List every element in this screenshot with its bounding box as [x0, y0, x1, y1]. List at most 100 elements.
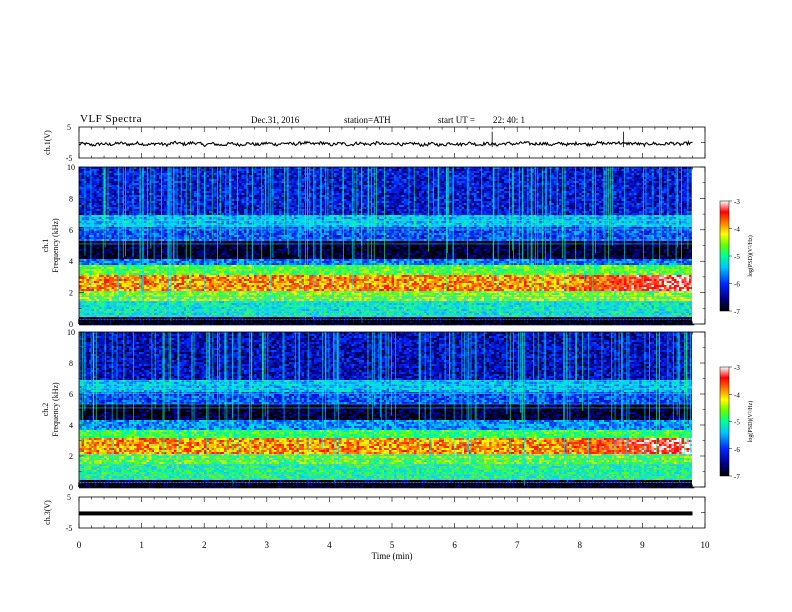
ch1-spec-cell [226, 175, 230, 178]
ch1-spec-cell [151, 175, 155, 178]
ch1-spec-cell [84, 301, 87, 304]
ch1-spec-cell [134, 253, 137, 256]
ch1-spec-cell [111, 261, 115, 264]
ch1-spec-cell [106, 263, 110, 266]
ch1-spec-cell [201, 227, 205, 230]
ch1-spec-cell [156, 253, 160, 256]
ch1-spec-cell [99, 311, 102, 314]
ch1-spec-cell [211, 255, 215, 258]
ch1-spec-cell [206, 283, 210, 286]
ch1-spec-cell [116, 259, 120, 262]
ch1-spec-cell [201, 287, 205, 290]
ch1-spec-spectrogram [78, 167, 705, 326]
ch1-spec-cell [179, 241, 182, 244]
ch1-spec-cell [124, 273, 127, 276]
ch1-spec-cell [89, 209, 92, 212]
ch1-spec-cell [191, 241, 195, 244]
ch1-spec-cell [96, 275, 100, 278]
ch1-spec-cell [111, 211, 115, 214]
ch1-spec-cell [119, 267, 122, 270]
ch1-spec-cell [181, 233, 185, 236]
ch1-spec-cell [156, 295, 160, 298]
ch1-spec-cell [171, 201, 175, 204]
ch1-spec-cell [179, 301, 182, 304]
ch1-spec-cell [186, 259, 190, 262]
ch1-spec-cell [141, 183, 145, 186]
ch1-spec-cell [194, 183, 197, 186]
ch1-spec-cell [176, 171, 180, 174]
ch1-spec-cell [179, 299, 182, 302]
ch1-spec-cell [79, 267, 82, 270]
ch1-spec-cell [194, 231, 197, 234]
ch1-spec-cell [176, 315, 180, 318]
ch1-spec-cell [199, 251, 202, 254]
ch1-spec-cell [171, 167, 175, 170]
ch1-spec-cell [176, 181, 180, 184]
ch1-spec-cell [209, 253, 212, 256]
ch1-spec-cell [151, 241, 155, 244]
ch1-spec-cell [119, 173, 122, 176]
ch1-spec-cell [134, 229, 137, 232]
ch1-spec-cell [224, 299, 227, 302]
ch1-spec-cell [211, 183, 215, 186]
ch1-spec-cell [144, 277, 147, 280]
ch1-spec-cell [159, 315, 162, 318]
ch1-spec-cell [204, 287, 207, 290]
ch1-spec-cell [86, 307, 90, 310]
ch1-spec-cell [221, 177, 225, 180]
ch1-spec-cell [181, 301, 185, 304]
ch1-spec-cell [206, 303, 210, 306]
ch1-spec-cell [109, 227, 112, 230]
ch1-spec-cell [164, 185, 167, 188]
ch1-spec-cell [149, 245, 152, 248]
ch1-spec-cell [159, 251, 162, 254]
ch1-spec-cell [141, 229, 145, 232]
ch1-spec-cell [161, 183, 165, 186]
ch1-spec-cell [86, 289, 90, 292]
ch1-spec-cell [99, 251, 102, 254]
ch1-spec-cell [164, 233, 167, 236]
ch1-spec-cell [116, 249, 120, 252]
ch1-spec-cell [171, 255, 175, 258]
ch1-spec-cell [149, 253, 152, 256]
ch1-spec-cell [99, 273, 102, 276]
ch1-spec-cell [154, 237, 157, 240]
ch1-spec-cell [191, 191, 195, 194]
ch1-spec-cell [126, 191, 130, 194]
ch1-spec-cell [181, 185, 185, 188]
ch1-spec-cell [116, 247, 120, 250]
ch1-spec-cell [194, 309, 197, 312]
ch1-spec-cell [149, 229, 152, 232]
ch1-spec-cell [221, 173, 225, 176]
ch1-spec-cell [231, 171, 235, 174]
ch1-spec-cell [136, 199, 140, 202]
ch1-spec-cell [99, 199, 102, 202]
ch1-spec-cell [109, 247, 112, 250]
ch1-spec-cell [114, 317, 117, 320]
ch1-spec-cell [111, 295, 115, 298]
ch1-spec-cell [214, 271, 217, 274]
ch1-spec-cell [84, 311, 87, 314]
ch1-spec-cell [149, 255, 152, 258]
ch1-spec-cell [181, 255, 185, 258]
ch1-spec-cell [154, 283, 157, 286]
ch1-spec-cell [151, 209, 155, 212]
ch1-spec-cell [209, 189, 212, 192]
ch1-spec-cell [79, 221, 82, 224]
ch1-spec-cell [156, 247, 160, 250]
ch1-spec-cell [181, 237, 185, 240]
ch1-spec-cell [81, 195, 85, 198]
ch1-spec-cell [109, 177, 112, 180]
ch1-spec-cell [101, 283, 105, 286]
ch1-spec-cell [211, 233, 215, 236]
ch1-spec-cell [214, 287, 217, 290]
ch1-spec-cell [116, 265, 120, 268]
ch1-spec-cell [126, 221, 130, 224]
ch1-spec-cell [161, 271, 165, 274]
ch1-spec-cell [231, 227, 235, 230]
ch1-spec-cell [214, 241, 217, 244]
ch1-spec-cell [99, 307, 102, 310]
ch1-spec-cell [109, 303, 112, 306]
ch1-spec-cell [174, 259, 177, 262]
ch1-spec-cell [176, 295, 180, 298]
